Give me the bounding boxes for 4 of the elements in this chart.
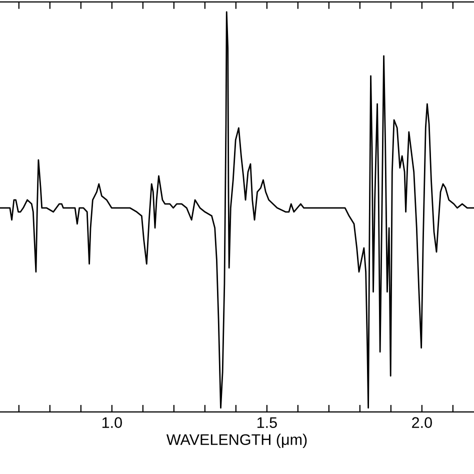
x-tick-label: 2.0 bbox=[412, 417, 432, 428]
x-axis-title: WAVELENGTH (μm) bbox=[166, 434, 307, 448]
x-tick-label: 1.0 bbox=[102, 417, 122, 428]
x-tick-label: 1.5 bbox=[257, 417, 277, 428]
